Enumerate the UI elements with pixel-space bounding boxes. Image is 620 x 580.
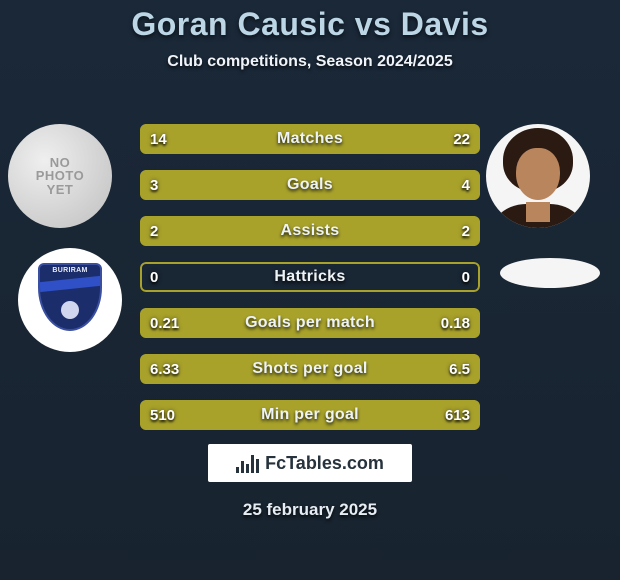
stat-label: Goals per match: [140, 308, 480, 338]
brand-text: FcTables.com: [265, 453, 384, 474]
brand-bar: [241, 461, 244, 473]
no-photo-line: NO: [36, 156, 85, 170]
stat-row: 34Goals: [140, 170, 480, 200]
club-right-badge: [500, 258, 600, 288]
stat-label: Hattricks: [140, 262, 480, 292]
brand-bars-icon: [236, 453, 259, 473]
stat-label: Assists: [140, 216, 480, 246]
stat-row: 00Hattricks: [140, 262, 480, 292]
player-left-avatar: NO PHOTO YET: [8, 124, 112, 228]
brand-bar: [246, 464, 249, 473]
stat-label: Shots per goal: [140, 354, 480, 384]
club-crest-label: BURIRAM: [40, 267, 100, 274]
club-crest-icon: BURIRAM: [38, 263, 102, 337]
stat-row: 1422Matches: [140, 124, 480, 154]
brand-bar: [256, 459, 259, 473]
stat-row: 22Assists: [140, 216, 480, 246]
footer-date: 25 february 2025: [0, 500, 620, 520]
player-silhouette-icon: [486, 124, 590, 228]
stat-row: 510613Min per goal: [140, 400, 480, 430]
brand-bar: [251, 455, 254, 473]
stat-label: Goals: [140, 170, 480, 200]
player-right-avatar: [486, 124, 590, 228]
no-photo-placeholder: NO PHOTO YET: [36, 156, 85, 197]
stat-label: Matches: [140, 124, 480, 154]
club-left-badge: BURIRAM: [18, 248, 122, 352]
comparison-infographic: Goran Causic vs Davis Club competitions,…: [0, 0, 620, 580]
page-subtitle: Club competitions, Season 2024/2025: [0, 53, 620, 71]
brand-badge: FcTables.com: [208, 444, 412, 482]
stat-row: 6.336.5Shots per goal: [140, 354, 480, 384]
no-photo-line: PHOTO: [36, 169, 85, 183]
page-title: Goran Causic vs Davis: [0, 0, 620, 43]
no-photo-line: YET: [36, 183, 85, 197]
stat-row: 0.210.18Goals per match: [140, 308, 480, 338]
stats-table: 1422Matches 34Goals 22Assists 00Hattricks 0.…: [140, 124, 480, 446]
brand-bar: [236, 467, 239, 473]
stat-label: Min per goal: [140, 400, 480, 430]
